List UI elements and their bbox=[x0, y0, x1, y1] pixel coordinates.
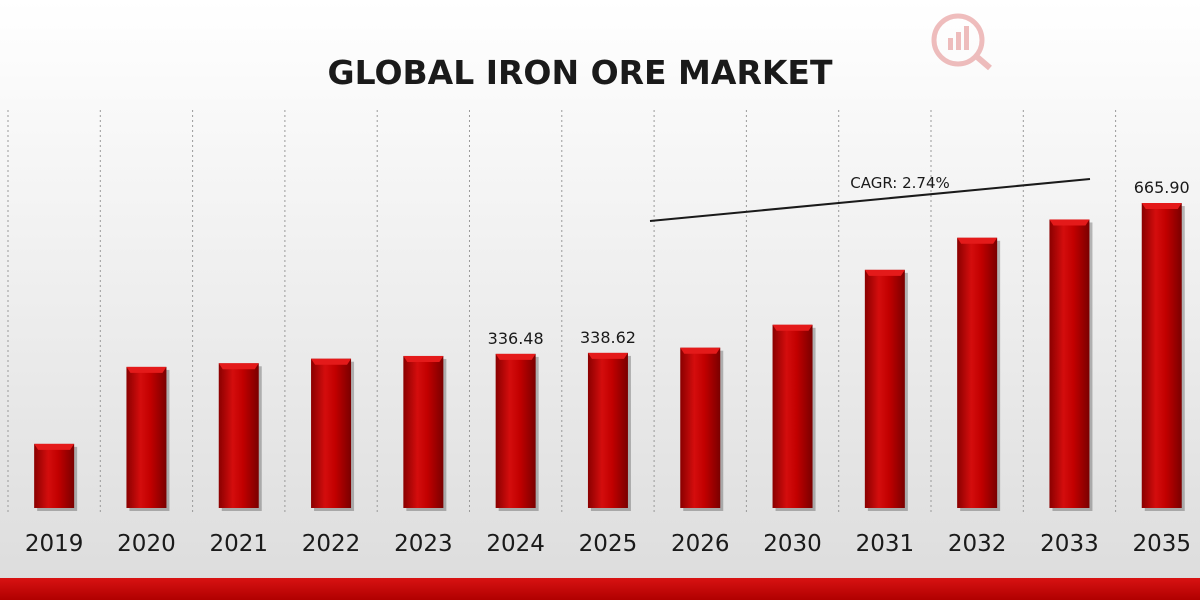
bar-cap-2019 bbox=[34, 443, 75, 450]
x-tick-2021: 2021 bbox=[209, 531, 268, 557]
bar-cap-2031 bbox=[864, 269, 905, 276]
bottom-accent-strip bbox=[0, 578, 1200, 600]
x-axis-ticks: 2019 2020 2021 2022 2023 2024 2025 2026 2030 2031… bbox=[25, 531, 1191, 557]
bar-2019 bbox=[34, 443, 75, 508]
bar-2031 bbox=[864, 269, 905, 508]
bar-2023 bbox=[403, 355, 444, 508]
bar-2030 bbox=[772, 324, 813, 508]
x-tick-2022: 2022 bbox=[302, 531, 361, 557]
bar-2026 bbox=[680, 347, 721, 508]
data-label-2024: 336.48 bbox=[488, 329, 544, 348]
x-tick-2026: 2026 bbox=[671, 531, 730, 557]
bar-cap-2032 bbox=[957, 237, 998, 244]
x-tick-2023: 2023 bbox=[394, 531, 453, 557]
bar-group bbox=[34, 203, 1185, 511]
bar-cap-2024 bbox=[495, 353, 536, 360]
bar-cap-2030 bbox=[772, 324, 813, 331]
bar-cap-2033 bbox=[1049, 219, 1090, 226]
x-tick-2019: 2019 bbox=[25, 531, 84, 557]
bar-cap-2035 bbox=[1141, 203, 1182, 210]
bar-cap-2021 bbox=[218, 363, 259, 370]
bar-cap-2023 bbox=[403, 355, 444, 362]
x-tick-2032: 2032 bbox=[948, 531, 1007, 557]
brand-logo-icon bbox=[928, 10, 998, 72]
x-tick-2025: 2025 bbox=[579, 531, 638, 557]
cagr-line bbox=[649, 178, 1091, 222]
cagr-label: CAGR: 2.74% bbox=[850, 174, 950, 192]
bar-2033 bbox=[1049, 219, 1090, 508]
x-tick-2033: 2033 bbox=[1040, 531, 1099, 557]
bar-2021 bbox=[218, 363, 259, 508]
bar-2032 bbox=[957, 237, 998, 508]
data-label-2035: 665.90 bbox=[1134, 178, 1190, 197]
x-tick-2020: 2020 bbox=[117, 531, 176, 557]
bar-2035 bbox=[1141, 203, 1182, 508]
bar-2024 bbox=[495, 353, 536, 508]
bar-2022 bbox=[311, 358, 352, 508]
x-tick-2035: 2035 bbox=[1132, 531, 1191, 557]
bar-cap-2026 bbox=[680, 347, 721, 354]
x-tick-2024: 2024 bbox=[486, 531, 545, 557]
bar-2020 bbox=[126, 366, 167, 508]
x-tick-2031: 2031 bbox=[856, 531, 915, 557]
bar-2025 bbox=[587, 352, 628, 508]
bar-cap-2020 bbox=[126, 366, 167, 373]
chart-title: GLOBAL IRON ORE MARKET bbox=[328, 53, 833, 92]
data-labels: 336.48 338.62 665.90 bbox=[488, 178, 1190, 348]
bar-cap-2022 bbox=[311, 358, 352, 365]
data-label-2025: 338.62 bbox=[580, 328, 636, 347]
x-tick-2030: 2030 bbox=[763, 531, 822, 557]
bar-cap-2025 bbox=[587, 352, 628, 359]
